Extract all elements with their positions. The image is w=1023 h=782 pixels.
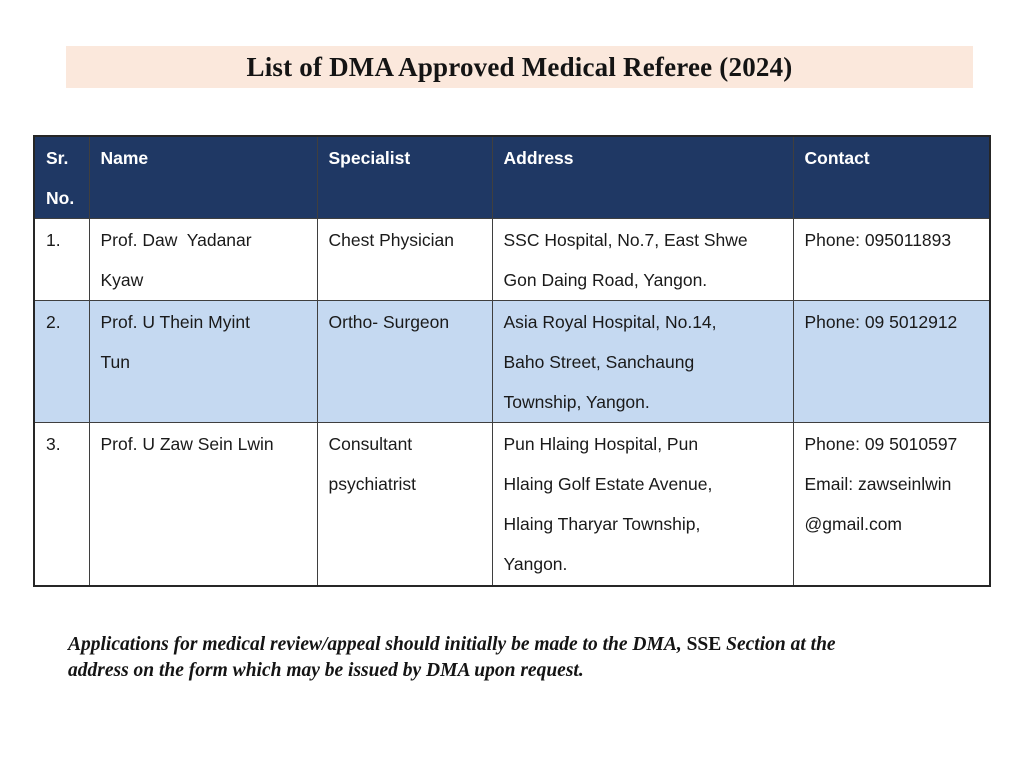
cell-sr-no: 3. xyxy=(33,422,90,586)
cell-name: Prof. U Thein Myint Tun xyxy=(88,300,318,423)
footer-note-text: Section at the xyxy=(721,634,836,655)
cell-specialist: Ortho- Surgeon xyxy=(316,300,493,423)
cell-name: Prof. U Zaw Sein Lwin xyxy=(88,422,318,586)
col-header-sr-no: Sr. No. xyxy=(33,135,90,219)
cell-address: SSC Hospital, No.7, East Shwe Gon Daing … xyxy=(491,218,794,301)
cell-address: Pun Hlaing Hospital, Pun Hlaing Golf Est… xyxy=(491,422,794,586)
title-banner: List of DMA Approved Medical Referee (20… xyxy=(66,46,973,88)
table-row: 3. Prof. U Zaw Sein Lwin Consultant psyc… xyxy=(33,422,991,586)
referee-table: Sr. No. Name Specialist Address Contact … xyxy=(33,135,991,587)
cell-name: Prof. Daw Yadanar Kyaw xyxy=(88,218,318,301)
footer-note-text: address on the form which may be issued … xyxy=(68,660,584,681)
cell-sr-no: 2. xyxy=(33,300,90,423)
col-header-specialist: Specialist xyxy=(316,135,493,219)
col-header-name: Name xyxy=(88,135,318,219)
table-row: 1. Prof. Daw Yadanar Kyaw Chest Physicia… xyxy=(33,218,991,301)
table-row: 2. Prof. U Thein Myint Tun Ortho- Surgeo… xyxy=(33,300,991,423)
col-header-address: Address xyxy=(491,135,794,219)
footer-note: Applications for medical review/appeal s… xyxy=(68,632,973,684)
cell-contact: Phone: 09 5012912 xyxy=(792,300,991,423)
footer-note-abbrev: SSE xyxy=(686,634,722,655)
cell-specialist: Consultant psychiatrist xyxy=(316,422,493,586)
footer-note-text: Applications for medical review/appeal s… xyxy=(68,634,687,655)
cell-contact: Phone: 095011893 xyxy=(792,218,991,301)
cell-specialist: Chest Physician xyxy=(316,218,493,301)
cell-contact: Phone: 09 5010597 Email: zawseinlwin @gm… xyxy=(792,422,991,586)
cell-sr-no: 1. xyxy=(33,218,90,301)
header-row: Sr. No. Name Specialist Address Contact xyxy=(33,135,991,219)
table-body: 1. Prof. Daw Yadanar Kyaw Chest Physicia… xyxy=(33,218,991,586)
page-title: List of DMA Approved Medical Referee (20… xyxy=(246,51,793,82)
cell-address: Asia Royal Hospital, No.14, Baho Street,… xyxy=(491,300,794,423)
table-header: Sr. No. Name Specialist Address Contact xyxy=(33,135,991,219)
col-header-contact: Contact xyxy=(792,135,991,219)
